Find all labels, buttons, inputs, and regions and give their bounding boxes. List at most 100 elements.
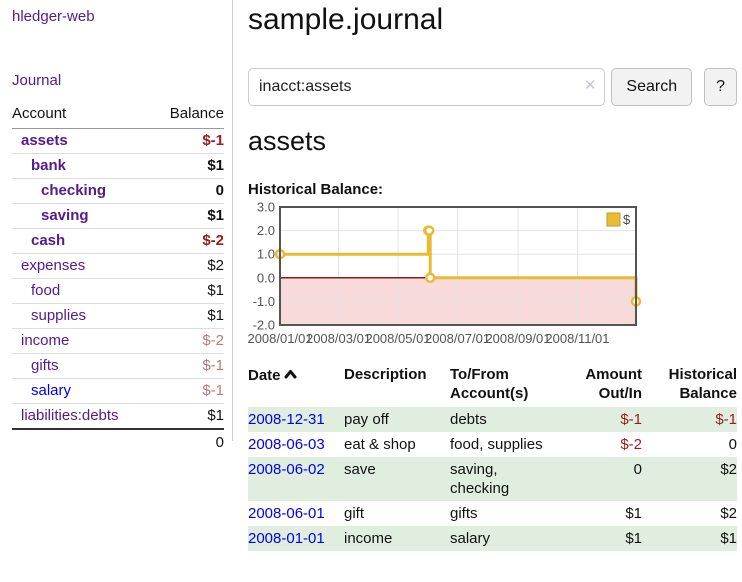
register-accounts: gifts: [450, 505, 478, 522]
sidebar: hledger-web Journal Account Balance asse…: [0, 0, 233, 455]
register-table: Date Description To/From Account(s) Amou…: [248, 363, 737, 551]
historical-balance-chart[interactable]: $3.0 2.0 1.0 0.0 -1.0 -2.0 2008/01/01 2008/03/0…: [247, 200, 737, 351]
main-content: sample.journal ✕ Search ? assets Histori…: [247, 0, 737, 551]
account-link-food[interactable]: food: [31, 282, 61, 299]
account-row: saving $1: [12, 203, 224, 229]
svg-text:2008/09/01: 2008/09/01: [485, 331, 550, 346]
account-balance: 0: [152, 178, 224, 204]
svg-text:2008/07/01: 2008/07/01: [425, 331, 490, 346]
accounts-total-value: 0: [152, 428, 224, 455]
register-description: pay off: [344, 411, 389, 428]
svg-text:3.0: 3.0: [257, 200, 275, 215]
account-row: cash $-2: [12, 228, 224, 254]
register-amount: 0: [633, 461, 642, 478]
account-link-bank[interactable]: bank: [31, 157, 67, 174]
account-row: food $1: [12, 278, 224, 304]
register-row: 2008-12-31 pay off debts $-1 $-1: [248, 407, 737, 432]
register-row: 2008-06-03 eat & shop food, supplies $-2…: [248, 432, 737, 457]
account-balance: $-1: [152, 353, 224, 379]
account-link-assets[interactable]: assets: [21, 132, 68, 149]
register-date-link[interactable]: 2008-06-01: [248, 505, 325, 522]
svg-text:$: $: [623, 212, 631, 227]
accounts-table: Account Balance assets $-1 bank $1 check…: [12, 105, 224, 455]
register-date-link[interactable]: 2008-06-02: [248, 461, 325, 478]
account-link-expenses[interactable]: expenses: [21, 257, 86, 274]
register-accounts: debts: [450, 411, 487, 428]
accounts-total-row: 0: [12, 428, 224, 455]
help-button[interactable]: ?: [704, 68, 737, 106]
register-amount: $1: [625, 505, 642, 522]
account-row: bank $1: [12, 153, 224, 179]
account-row: checking 0: [12, 178, 224, 204]
register-balance: $1: [720, 530, 737, 547]
account-link-checking[interactable]: checking: [41, 182, 107, 199]
account-link-income[interactable]: income: [21, 332, 70, 349]
account-link-saving[interactable]: saving: [41, 207, 89, 224]
account-balance: $-2: [152, 228, 224, 254]
register-balance: $-1: [715, 411, 737, 428]
register-amount: $-1: [620, 411, 642, 428]
chart-label: Historical Balance:: [248, 181, 384, 198]
register-header-amount: Amount Out/In: [585, 366, 642, 402]
account-row: salary $-1: [12, 378, 224, 404]
register-balance: $2: [720, 461, 737, 478]
account-balance: $-1: [152, 378, 224, 404]
app-brand-link[interactable]: hledger-web: [12, 8, 95, 25]
account-balance: $1: [152, 403, 224, 430]
search-button[interactable]: Search: [611, 68, 693, 106]
svg-text:2008/01/01: 2008/01/01: [247, 331, 312, 346]
accounts-header-account: Account: [12, 105, 153, 129]
account-balance: $1: [152, 153, 224, 179]
register-accounts: salary: [450, 530, 491, 547]
register-header-date[interactable]: Date: [248, 363, 344, 407]
account-link-supplies[interactable]: supplies: [31, 307, 87, 324]
clear-search-icon[interactable]: ✕: [583, 77, 597, 94]
register-row: 2008-06-02 save saving, checking 0 $2: [248, 457, 737, 501]
account-link-salary[interactable]: salary: [31, 382, 72, 399]
svg-text:-1.0: -1.0: [253, 294, 275, 309]
account-link-liabilities-debts[interactable]: liabilities:debts: [21, 407, 119, 424]
register-date-link[interactable]: 2008-01-01: [248, 530, 325, 547]
register-description: gift: [344, 505, 365, 522]
register-amount: $-2: [620, 436, 642, 453]
account-heading: assets: [248, 126, 327, 156]
register-accounts: food, supplies: [450, 436, 543, 453]
svg-text:-2.0: -2.0: [253, 318, 275, 333]
account-balance: $1: [152, 303, 224, 329]
register-balance: $2: [720, 505, 737, 522]
register-date-link[interactable]: 2008-06-03: [248, 436, 325, 453]
register-header-accounts: To/From Account(s): [450, 366, 529, 402]
account-balance: $-1: [152, 128, 224, 154]
search-form: ✕ Search ?: [248, 68, 737, 106]
register-row: 2008-06-01 gift gifts $1 $2: [248, 501, 737, 526]
svg-text:1.0: 1.0: [257, 247, 275, 262]
account-row: supplies $1: [12, 303, 224, 329]
register-balance: 0: [728, 436, 737, 453]
register-row: 2008-01-01 income salary $1 $1: [248, 526, 737, 551]
svg-text:2008/05/01: 2008/05/01: [365, 331, 430, 346]
account-balance: $-2: [152, 328, 224, 354]
search-input[interactable]: [248, 68, 606, 106]
account-row: expenses $2: [12, 253, 224, 279]
register-description: save: [344, 461, 376, 478]
account-balance: $2: [152, 253, 224, 279]
account-row: liabilities:debts $1: [12, 403, 224, 430]
svg-text:2.0: 2.0: [257, 223, 275, 238]
accounts-header-balance: Balance: [152, 105, 224, 129]
account-row: gifts $-1: [12, 353, 224, 379]
account-link-gifts[interactable]: gifts: [31, 357, 59, 374]
account-link-cash[interactable]: cash: [31, 232, 66, 249]
register-description: eat & shop: [344, 436, 416, 453]
svg-text:2008/11/01: 2008/11/01: [545, 331, 609, 346]
svg-text:2008/03/01: 2008/03/01: [306, 331, 371, 346]
account-row: assets $-1: [12, 128, 224, 154]
sort-ascending-icon: [284, 365, 297, 384]
register-header-balance: Historical Balance: [668, 366, 737, 402]
account-balance: $1: [152, 203, 224, 229]
register-date-link[interactable]: 2008-12-31: [248, 411, 325, 428]
register-description: income: [344, 530, 393, 547]
register-amount: $1: [625, 530, 642, 547]
sidebar-item-journal[interactable]: Journal: [12, 72, 62, 89]
account-balance: $1: [152, 278, 224, 304]
register-header-description: Description: [344, 366, 427, 383]
